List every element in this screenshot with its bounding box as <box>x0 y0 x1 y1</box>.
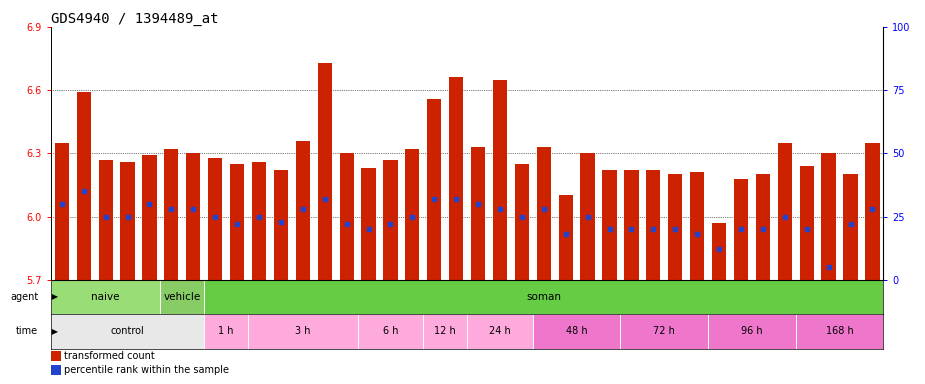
Bar <box>77 92 91 280</box>
Bar <box>51 365 61 375</box>
Bar <box>471 147 486 280</box>
Bar <box>204 280 883 314</box>
Bar <box>559 195 573 280</box>
Bar <box>602 170 617 280</box>
Bar <box>51 280 160 314</box>
Text: 12 h: 12 h <box>435 326 456 336</box>
Bar <box>536 147 551 280</box>
Bar <box>358 314 424 349</box>
Text: agent: agent <box>10 292 39 302</box>
Bar <box>230 164 244 280</box>
Text: time: time <box>17 326 39 336</box>
Text: 48 h: 48 h <box>566 326 587 336</box>
Text: GDS4940 / 1394489_at: GDS4940 / 1394489_at <box>51 12 218 26</box>
Text: 72 h: 72 h <box>653 326 675 336</box>
Bar <box>362 168 376 280</box>
Bar <box>248 314 358 349</box>
Bar <box>796 314 883 349</box>
Text: control: control <box>111 326 144 336</box>
Bar <box>160 280 204 314</box>
Text: 96 h: 96 h <box>741 326 763 336</box>
Text: naive: naive <box>92 292 120 302</box>
Text: transformed count: transformed count <box>64 351 155 361</box>
Text: ▶: ▶ <box>49 327 58 336</box>
Bar <box>821 153 835 280</box>
Bar <box>204 314 248 349</box>
Bar <box>165 149 179 280</box>
Text: soman: soman <box>526 292 561 302</box>
Bar <box>668 174 683 280</box>
Bar <box>51 314 204 349</box>
Bar <box>734 179 748 280</box>
Bar <box>581 153 595 280</box>
Bar <box>274 170 288 280</box>
Bar <box>339 153 353 280</box>
Text: 6 h: 6 h <box>383 326 398 336</box>
Bar <box>317 63 332 280</box>
Bar <box>427 99 441 280</box>
Bar <box>533 314 621 349</box>
Bar <box>252 162 266 280</box>
Bar <box>690 172 704 280</box>
Bar <box>142 156 156 280</box>
Text: 3 h: 3 h <box>295 326 311 336</box>
Bar <box>424 314 467 349</box>
Bar <box>449 78 463 280</box>
Bar <box>778 143 792 280</box>
Bar <box>55 143 69 280</box>
Text: percentile rank within the sample: percentile rank within the sample <box>64 365 229 375</box>
Text: vehicle: vehicle <box>164 292 201 302</box>
Bar <box>844 174 857 280</box>
Text: ▶: ▶ <box>49 293 58 301</box>
Text: 24 h: 24 h <box>489 326 511 336</box>
Bar <box>405 149 419 280</box>
Text: 1 h: 1 h <box>218 326 234 336</box>
Bar <box>515 164 529 280</box>
Bar <box>647 170 660 280</box>
Bar <box>624 170 638 280</box>
Bar <box>186 153 201 280</box>
Bar <box>756 174 770 280</box>
Bar <box>120 162 135 280</box>
Bar <box>467 314 533 349</box>
Bar <box>51 351 61 361</box>
Text: 168 h: 168 h <box>826 326 854 336</box>
Bar <box>712 223 726 280</box>
Bar <box>621 314 709 349</box>
Bar <box>865 143 880 280</box>
Bar <box>99 160 113 280</box>
Bar <box>208 157 222 280</box>
Bar <box>493 79 507 280</box>
Bar <box>383 160 398 280</box>
Bar <box>709 314 796 349</box>
Bar <box>799 166 814 280</box>
Bar <box>296 141 310 280</box>
